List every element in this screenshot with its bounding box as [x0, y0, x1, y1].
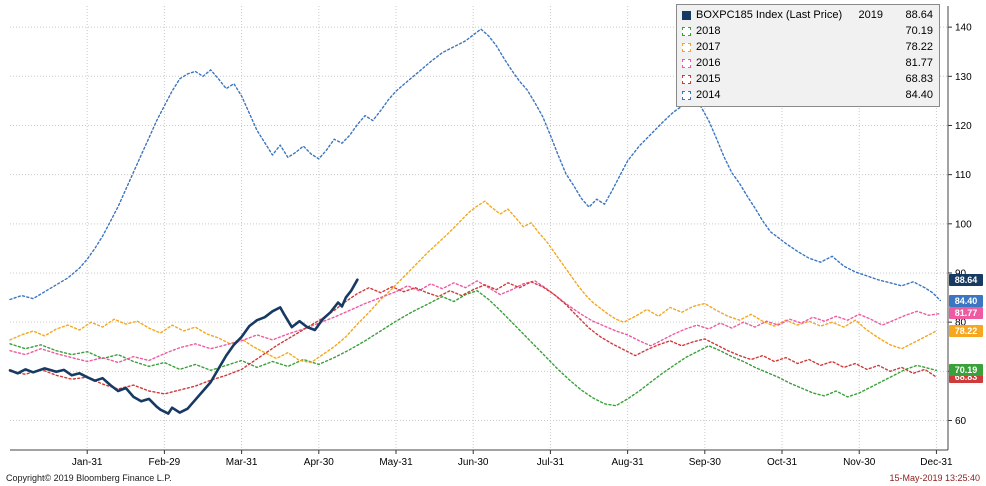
x-axis-label: Mar-31 [226, 457, 258, 468]
y-axis-label: 60 [955, 416, 967, 427]
x-axis-label: Sep-30 [689, 457, 722, 468]
x-axis-label: Apr-30 [304, 457, 334, 468]
series-swatch-2014 [682, 90, 691, 100]
y-axis-label: 140 [955, 23, 972, 34]
last-price-badge-2019: 88.64 [949, 273, 983, 286]
series-line-2018 [9, 290, 938, 407]
series-swatch-2016 [682, 58, 691, 68]
series-line-2017 [9, 200, 938, 364]
legend-year-label: 2014 [696, 89, 721, 101]
last-price-badge-2014: 84.40 [949, 294, 983, 307]
copyright-text: Copyright© 2019 Bloomberg Finance L.P. [6, 473, 172, 483]
legend-value: 70.19 [905, 25, 933, 37]
series-line-2019 [8, 278, 359, 415]
y-axis-label: 120 [955, 121, 972, 132]
y-axis-label: 110 [955, 170, 971, 181]
legend-rows: 2018 70.19 2017 78.22 2016 81.77 2015 68.83 2014… [682, 23, 933, 103]
series-line-2014 [9, 28, 941, 302]
legend-year-label: 2016 [696, 57, 721, 69]
legend-value: 81.77 [905, 57, 933, 69]
legend-title-row[interactable]: BOXPC185 Index (Last Price) 2019 88.64 [682, 7, 933, 23]
legend-series-year: 2019 [858, 9, 883, 21]
x-axis-label: Jul-31 [537, 457, 565, 468]
series-swatch-2018 [682, 26, 691, 36]
legend-year-label: 2018 [696, 25, 721, 37]
timestamp-text: 15-May-2019 13:25:40 [889, 473, 980, 483]
y-axis-label: 100 [955, 219, 972, 230]
series-swatch-2015 [682, 74, 691, 84]
last-price-badge-2018: 70.19 [949, 364, 983, 377]
x-axis-label: Dec-31 [920, 457, 953, 468]
legend-row-2014[interactable]: 2014 84.40 [682, 87, 933, 103]
legend-row-2015[interactable]: 2015 68.83 [682, 71, 933, 87]
series-line-2016 [9, 280, 941, 364]
legend-row-2017[interactable]: 2017 78.22 [682, 39, 933, 55]
legend-row-2018[interactable]: 2018 70.19 [682, 23, 933, 39]
series-swatch-2017 [682, 42, 691, 52]
x-axis-label: Oct-31 [767, 457, 797, 468]
series-line-2015 [9, 281, 938, 395]
last-price-badge-2017: 78.22 [949, 324, 983, 337]
legend-year-label: 2017 [696, 41, 721, 53]
legend-value: 78.22 [905, 41, 933, 53]
x-axis-label: May-31 [379, 457, 413, 468]
legend-series-label: BOXPC185 Index (Last Price) [696, 9, 843, 21]
y-axis-label: 80 [955, 318, 967, 329]
legend-row-2016[interactable]: 2016 81.77 [682, 55, 933, 71]
x-axis-label: Jan-31 [72, 457, 103, 468]
legend-box: BOXPC185 Index (Last Price) 2019 88.64 2… [676, 4, 940, 107]
last-price-badges: 68.83 70.19 78.22 81.77 84.40 88.64 [949, 0, 986, 486]
last-price-badge-2016: 81.77 [949, 307, 983, 320]
series-swatch-2019 [682, 10, 691, 20]
x-axis-label: Feb-29 [149, 457, 181, 468]
y-axis-label: 130 [955, 72, 972, 83]
legend-value: 84.40 [905, 89, 933, 101]
legend-value: 68.83 [905, 73, 933, 85]
legend-year-label: 2015 [696, 73, 721, 85]
x-axis-label: Nov-30 [843, 457, 876, 468]
legend-series-value: 88.64 [905, 9, 933, 21]
x-axis-label: Aug-31 [611, 457, 644, 468]
x-axis-label: Jun-30 [458, 457, 489, 468]
